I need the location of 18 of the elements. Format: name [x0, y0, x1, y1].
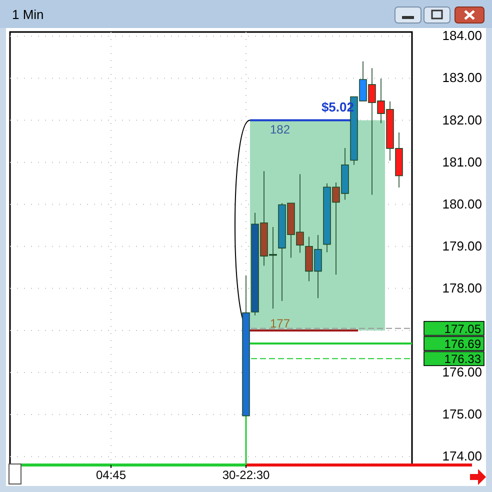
- y-tick-label: 174.00: [442, 448, 482, 464]
- x-tick-label: 04:45: [96, 468, 126, 482]
- y-tick-label: 178.00: [442, 280, 482, 296]
- ref-line-label: 177: [270, 316, 290, 330]
- ref-line-label: 176.69: [444, 337, 482, 352]
- y-tick-label: 175.00: [442, 406, 482, 422]
- y-tick-label: 182.00: [442, 112, 482, 128]
- chart-title: 1 Min: [12, 7, 44, 22]
- ref-line-label: 177.05: [444, 322, 482, 336]
- x-tick-label: 30-22:30: [222, 468, 270, 482]
- y-tick-label: 180.00: [442, 196, 482, 212]
- ref-line-label: 176.33: [444, 352, 482, 366]
- y-tick-label: 179.00: [442, 238, 482, 254]
- y-tick-label: 181.00: [442, 154, 482, 170]
- y-tick-label: 176.00: [442, 364, 482, 380]
- ref-line-label: 182: [270, 122, 290, 136]
- y-tick-label: 183.00: [442, 70, 482, 86]
- y-tick-label: 184.00: [442, 28, 482, 44]
